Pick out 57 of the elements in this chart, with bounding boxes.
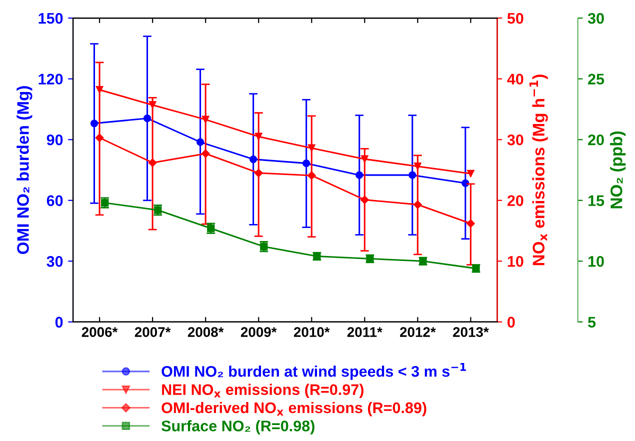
point (95, 134, 104, 142)
point (356, 171, 364, 179)
point (462, 179, 470, 187)
y3-tick-label: 25 (588, 74, 604, 85)
y2-tick-label: 0 (508, 316, 515, 328)
x-tick-label: 2011* (347, 327, 382, 337)
x-tick-label: 2009* (240, 327, 277, 337)
x-tick-label: 2013* (453, 327, 489, 338)
point (96, 86, 104, 94)
point (254, 132, 262, 140)
y3-axis-title: NO₂ (ppb) (610, 131, 626, 208)
y2-axis-title: NO$_{x}$ emissions (Mg h$^{−1}$) (529, 74, 548, 266)
point (249, 155, 258, 164)
y-tick-label: 0 (55, 316, 63, 328)
point (302, 160, 310, 168)
y3-tick-label: 30 (588, 12, 604, 24)
x-tick-label: 2007* (134, 327, 171, 337)
y2-tick-label: 10 (508, 256, 524, 267)
point (307, 171, 316, 180)
point (148, 101, 156, 109)
point (413, 200, 422, 209)
point (254, 168, 263, 178)
legend-label: NEI NO$_{x}$ emissions (R=0.97) (162, 384, 364, 398)
y3-tick-label: 10 (588, 256, 604, 267)
y2-tick-label: 40 (507, 74, 524, 85)
point (90, 120, 98, 128)
point (414, 162, 422, 170)
point (360, 155, 368, 163)
y2-tick-label: 20 (507, 195, 524, 206)
y-axis-title: OMI NO₂ burden (Mg) (16, 86, 32, 254)
point (148, 158, 157, 167)
x-tick-label: 2008* (188, 327, 224, 337)
y-tick-label: 150 (38, 12, 63, 24)
point (466, 219, 475, 228)
point (202, 116, 210, 124)
y2-tick-label: 50 (507, 12, 524, 24)
y-tick-label: 60 (46, 195, 63, 206)
y3-tick-label: 15 (588, 195, 604, 206)
y-tick-label: 30 (46, 256, 63, 267)
point (201, 149, 210, 158)
legend-label: Surface NO₂ (R=0.98) (162, 420, 314, 434)
point (408, 171, 416, 179)
y-tick-label: 90 (46, 134, 63, 146)
point (360, 196, 369, 204)
legend-label: OMI-derived NO$_{x}$ emissions (R=0.89) (162, 402, 426, 416)
y2-tick-label: 30 (507, 134, 524, 146)
y3-tick-label: 20 (588, 134, 604, 146)
x-tick-label: 2012* (400, 327, 436, 337)
x-tick-label: 2010* (294, 327, 330, 337)
y-tick-label: 120 (38, 74, 63, 85)
point (196, 138, 204, 146)
y3-tick-label: 5 (588, 316, 596, 328)
point (143, 114, 152, 122)
point (308, 144, 316, 152)
point (466, 170, 475, 178)
legend-label: OMI NO₂ burden at wind speeds < 3 m s$^{−1}$ (162, 363, 466, 380)
x-tick-label: 2006* (82, 327, 118, 337)
